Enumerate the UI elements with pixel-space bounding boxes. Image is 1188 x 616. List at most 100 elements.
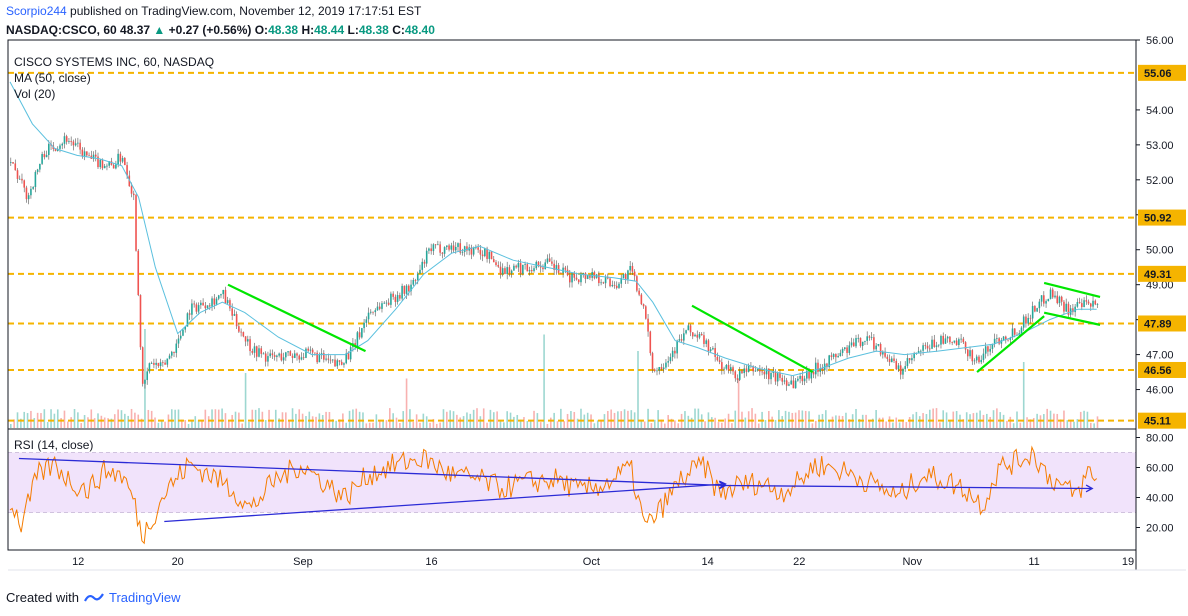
candle-body [1087,301,1090,304]
volume-bar [486,422,488,428]
publisher-user-link[interactable]: Scorpio244 [6,4,67,18]
volume-bar [804,410,807,428]
candle-body [841,348,844,353]
candle-body [631,265,634,272]
volume-bar [1093,423,1095,428]
volume-bar [268,409,270,428]
candle-body [636,276,638,291]
rsi-axis[interactable]: 20.00 40.00 60.00 80.00 [1136,433,1174,535]
candle-body [121,157,124,162]
tradingview-brand-link[interactable]: TradingView [108,590,181,605]
candle-body [779,373,781,378]
volume-bar [402,411,405,428]
volume-bar [228,420,230,428]
candle-body [302,357,305,359]
candle-body [309,349,312,351]
candle-body [931,339,933,349]
volume-bar [1009,416,1012,428]
volume-bar [80,423,83,428]
candle-body [723,368,725,370]
candle-body [461,251,464,253]
time-tick-label: 22 [793,556,805,568]
candle-body [618,283,620,288]
candle-body [761,371,763,373]
candle-body [490,251,493,260]
candle-body [973,360,976,362]
time-axis[interactable]: 12 20 Sep 16 Oct 14 22 Nov 11 19 [72,556,1134,568]
candle-body [16,170,19,179]
volume-bar [747,411,750,428]
volume-bar [835,415,837,428]
candle-body [604,277,607,284]
rsi-trendline-arrow [718,480,727,489]
volume-bar [382,420,384,428]
candle-body [408,285,410,292]
candle-body [790,380,792,385]
candle-body [381,303,383,309]
volume-bar [144,329,146,428]
candle-body [25,187,28,200]
rsi-line [9,445,1098,545]
moving-average-line [9,81,1097,377]
candle-body [674,350,676,354]
candle-body [175,343,178,353]
volume-bar [1036,413,1038,428]
volume-bar [825,410,827,428]
candle-body [130,186,133,194]
candle-body [403,285,406,294]
candle-body [607,277,609,279]
candle-body [752,366,754,372]
volume-bar [1063,410,1065,428]
volume-bar [754,413,757,428]
candle-body [410,284,412,292]
chart-frame [7,39,1186,571]
candle-body [703,335,705,344]
candle-body [1089,303,1092,307]
volume-bar [1089,422,1092,428]
candle-body [383,302,386,304]
candle-body [280,353,283,361]
volume-bar [513,416,515,428]
volume-bar [570,411,572,428]
candle-body [582,273,585,274]
candle-body [575,277,578,280]
candle-body [806,371,808,379]
trendlines[interactable] [227,281,1101,374]
candle-body [466,246,468,251]
volume-bar [338,419,341,428]
candle-body [336,360,339,367]
candle-body [401,285,403,299]
candle-body [665,362,667,368]
candle-body [296,353,298,356]
volume-bar [73,409,76,428]
volume-bar [234,411,237,428]
volume-bar [996,408,998,428]
candle-body [202,302,204,306]
candle-body [781,377,784,382]
candle-body [832,354,835,357]
candle-body [79,142,81,150]
candle-body [763,371,766,375]
volume-bar [573,411,576,428]
rsi-trendlines[interactable] [18,457,1094,523]
volume-bar [20,418,22,428]
volume-bar [586,412,589,428]
volume-bar [476,408,478,428]
level-labels: 55.06 50.92 49.31 47.89 46.56 45.11 [1138,64,1186,429]
candle-body [629,265,631,271]
volume-bar [784,410,787,428]
candle-body [542,267,544,270]
volume-bar [204,409,207,428]
candle-body [358,332,361,338]
candle-body [899,365,902,375]
candle-body [886,356,889,359]
candle-body [707,340,710,352]
candle-body [425,250,428,264]
volume-bar [211,409,213,428]
candle-body [56,148,59,151]
candle-body [651,353,654,370]
candle-body [904,366,906,370]
candle-body [895,360,898,370]
candle-body [1047,298,1050,302]
